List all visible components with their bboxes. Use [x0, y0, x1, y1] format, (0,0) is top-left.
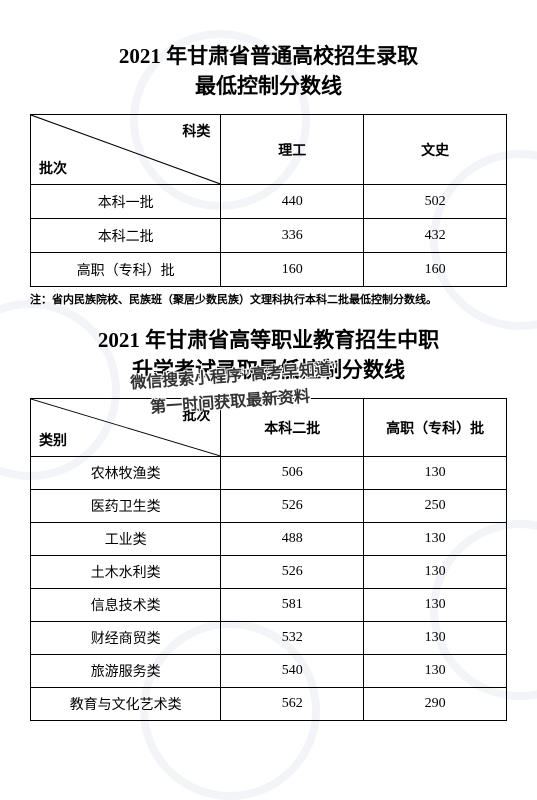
cell-value: 488 — [221, 523, 364, 556]
table-row: 医药卫生类526250 — [31, 490, 507, 523]
table-row: 高职（专科）批160160 — [31, 253, 507, 287]
table-score-lines-1: 科类 批次 理工 文史 本科一批440502本科二批336432高职（专科）批1… — [30, 114, 507, 287]
title-line: 2021 年甘肃省普通高校招生录取 — [30, 40, 507, 70]
cell-value: 160 — [221, 253, 364, 287]
cell-value: 562 — [221, 688, 364, 721]
diag-bot-label: 类别 — [39, 430, 67, 450]
table-row: 财经商贸类532130 — [31, 622, 507, 655]
cell-value: 250 — [364, 490, 507, 523]
cell-value: 130 — [364, 523, 507, 556]
cell-value: 130 — [364, 457, 507, 490]
cell-value: 526 — [221, 490, 364, 523]
footnote-1: 注：省内民族院校、民族班（聚居少数民族）文理科执行本科二批最低控制分数线。 — [30, 293, 507, 308]
title-1: 2021 年甘肃省普通高校招生录取最低控制分数线 — [30, 40, 507, 100]
diag-bot-label: 批次 — [39, 158, 67, 178]
table-row: 土木水利类526130 — [31, 556, 507, 589]
table-row: 本科二批336432 — [31, 219, 507, 253]
cell-value: 130 — [364, 655, 507, 688]
col-header: 高职（专科）批 — [364, 399, 507, 457]
col-header: 文史 — [364, 115, 507, 185]
cell-value: 506 — [221, 457, 364, 490]
diag-header-1: 科类 批次 — [31, 115, 221, 185]
title-line: 最低控制分数线 — [30, 70, 507, 100]
cell-value: 336 — [221, 219, 364, 253]
table-row: 教育与文化艺术类562290 — [31, 688, 507, 721]
table-score-lines-2: 批次 类别 本科二批 高职（专科）批 农林牧渔类506130医药卫生类52625… — [30, 398, 507, 721]
row-label: 信息技术类 — [31, 589, 221, 622]
row-label: 高职（专科）批 — [31, 253, 221, 287]
cell-value: 502 — [364, 185, 507, 219]
row-label: 教育与文化艺术类 — [31, 688, 221, 721]
row-label: 医药卫生类 — [31, 490, 221, 523]
cell-value: 432 — [364, 219, 507, 253]
cell-value: 540 — [221, 655, 364, 688]
cell-value: 290 — [364, 688, 507, 721]
diag-top-label: 科类 — [182, 121, 210, 141]
table-row: 本科一批440502 — [31, 185, 507, 219]
table-row: 农林牧渔类506130 — [31, 457, 507, 490]
row-label: 旅游服务类 — [31, 655, 221, 688]
title-line: 2021 年甘肃省高等职业教育招生中职 — [30, 324, 507, 354]
cell-value: 440 — [221, 185, 364, 219]
table-row: 工业类488130 — [31, 523, 507, 556]
table-row: 旅游服务类540130 — [31, 655, 507, 688]
cell-value: 130 — [364, 622, 507, 655]
cell-value: 526 — [221, 556, 364, 589]
cell-value: 581 — [221, 589, 364, 622]
col-header: 理工 — [221, 115, 364, 185]
cell-value: 160 — [364, 253, 507, 287]
cell-value: 130 — [364, 589, 507, 622]
table-row: 信息技术类581130 — [31, 589, 507, 622]
row-label: 农林牧渔类 — [31, 457, 221, 490]
row-label: 土木水利类 — [31, 556, 221, 589]
row-label: 工业类 — [31, 523, 221, 556]
row-label: 本科一批 — [31, 185, 221, 219]
row-label: 财经商贸类 — [31, 622, 221, 655]
cell-value: 130 — [364, 556, 507, 589]
cell-value: 532 — [221, 622, 364, 655]
row-label: 本科二批 — [31, 219, 221, 253]
